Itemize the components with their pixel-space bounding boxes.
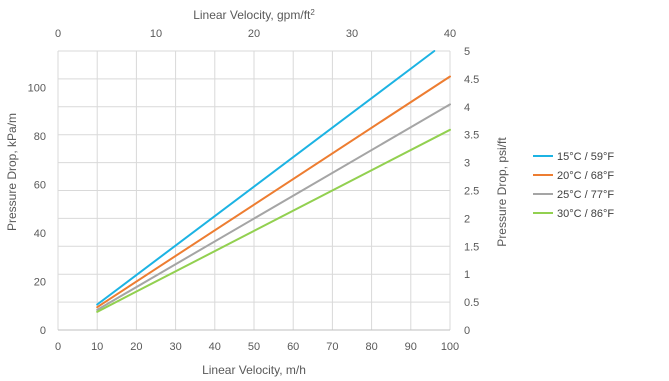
secondary-x-tick-label: 0 — [55, 28, 61, 40]
series-line-1 — [96, 50, 436, 306]
x-tick-label: 0 — [55, 341, 61, 353]
secondary-y-tick-label: 0 — [464, 325, 470, 337]
secondary-y-tick-label: 3.5 — [464, 130, 479, 142]
secondary-y-tick-label: 2.5 — [464, 186, 479, 198]
x-tick-label: 30 — [169, 341, 181, 353]
secondary-x-tick-label: 30 — [346, 28, 358, 40]
legend-label-2: 20°C / 68°F — [557, 170, 614, 182]
x-tick-label: 70 — [326, 341, 338, 353]
y-tick-label: 60 — [34, 179, 46, 191]
secondary-y-tick-label: 0.5 — [464, 297, 479, 309]
x-tick-label: 80 — [365, 341, 377, 353]
series-lines — [96, 50, 451, 313]
secondary-y-tick-label: 1 — [464, 269, 470, 281]
secondary-y-tick-label: 2 — [464, 213, 470, 225]
secondary-x-tick-label: 20 — [248, 28, 260, 40]
y-tick-label: 40 — [34, 228, 46, 240]
x-axis-title: Linear Velocity, m/h — [202, 363, 306, 377]
secondary-x-axis-title-text: Linear Velocity, gpm/ft — [193, 8, 311, 22]
secondary-y-axis-title: Pressure Drop, psi/ft — [495, 137, 509, 247]
secondary-x-tick-label: 40 — [444, 28, 456, 40]
legend-label-4: 30°C / 86°F — [557, 208, 614, 220]
x-tick-label: 40 — [209, 341, 221, 353]
x-tick-label: 50 — [248, 341, 260, 353]
secondary-x-axis-title: Linear Velocity, gpm/ft2 — [193, 8, 315, 22]
grid — [57, 50, 451, 331]
secondary-x-tick-label: 10 — [150, 28, 162, 40]
y-tick-label: 0 — [40, 325, 46, 337]
x-tick-label: 20 — [130, 341, 142, 353]
y-tick-label: 20 — [34, 276, 46, 288]
secondary-y-tick-label: 1.5 — [464, 241, 479, 253]
series-line-4 — [96, 128, 451, 313]
x-tick-label: 100 — [441, 341, 459, 353]
secondary-y-tick-label: 5 — [464, 46, 470, 58]
secondary-y-tick-label: 4 — [464, 102, 470, 114]
x-tick-label: 10 — [91, 341, 103, 353]
y-axis-title: Pressure Drop, kPa/m — [5, 113, 19, 231]
x-tick-label: 60 — [287, 341, 299, 353]
x-tick-label: 90 — [405, 341, 417, 353]
secondary-x-axis-title-sup: 2 — [310, 8, 315, 17]
series-line-2 — [96, 75, 451, 309]
legend-label-1: 15°C / 59°F — [557, 151, 614, 163]
legend-label-3: 25°C / 77°F — [557, 189, 614, 201]
y-tick-label: 100 — [28, 82, 46, 94]
secondary-y-tick-label: 3 — [464, 158, 470, 170]
series-line-3 — [96, 103, 451, 311]
y-tick-label: 80 — [34, 131, 46, 143]
legend: 15°C / 59°F 20°C / 68°F 25°C / 77°F 30°C / … — [533, 151, 614, 220]
secondary-y-tick-label: 4.5 — [464, 74, 479, 86]
